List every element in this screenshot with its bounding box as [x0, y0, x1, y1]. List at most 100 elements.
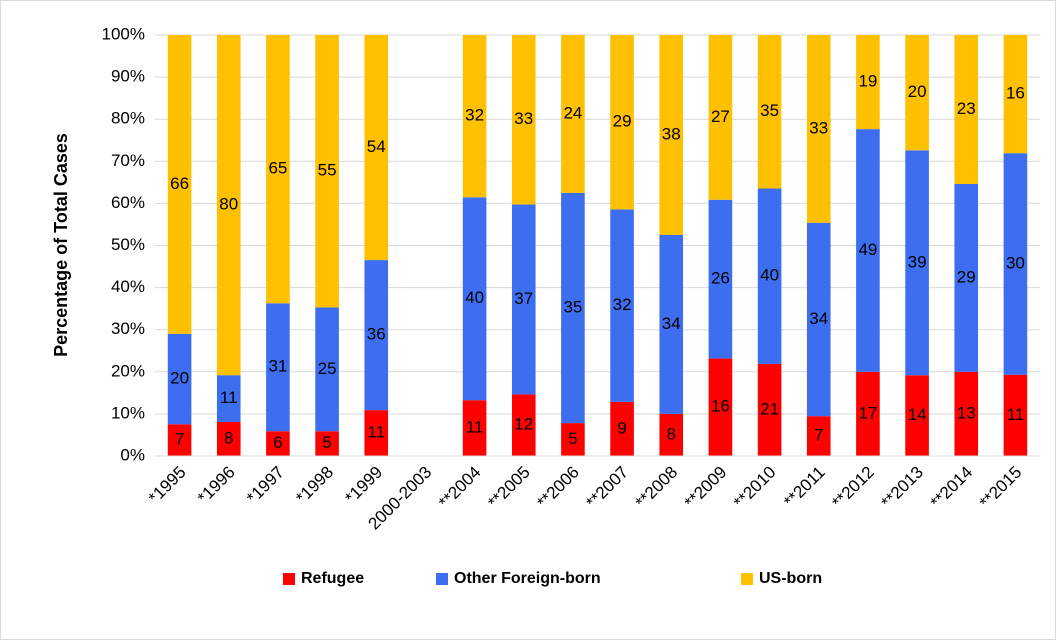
- bar-segment: [856, 129, 880, 372]
- y-tick-label: 40%: [111, 277, 145, 296]
- bar-segment: [511, 394, 536, 456]
- legend-swatch: [741, 573, 753, 585]
- legend-swatch: [283, 573, 295, 585]
- data-label: 23: [957, 99, 976, 118]
- data-label: 21: [760, 399, 779, 418]
- data-label: 66: [170, 174, 189, 193]
- bar-segment: [856, 371, 880, 456]
- data-label: 30: [1006, 253, 1025, 272]
- data-label: 11: [367, 423, 385, 442]
- bar-segment: [708, 199, 733, 359]
- y-tick-label: 50%: [111, 235, 145, 254]
- data-label: 25: [318, 359, 337, 378]
- bar-segment: [511, 35, 536, 205]
- bar-segment: [905, 150, 929, 376]
- data-label: 16: [1006, 84, 1025, 103]
- data-label: 31: [268, 357, 287, 376]
- data-label: 24: [563, 103, 582, 122]
- data-label: 33: [809, 118, 828, 137]
- y-tick-label: 20%: [111, 361, 145, 380]
- data-label: 32: [465, 106, 484, 125]
- data-label: 35: [760, 101, 779, 120]
- bar-segment: [757, 363, 782, 456]
- data-label: 29: [613, 112, 632, 131]
- bar-segment: [610, 35, 634, 210]
- y-tick-label: 60%: [111, 193, 145, 212]
- legend-label: Refugee: [301, 570, 364, 587]
- data-label: 11: [1007, 405, 1025, 424]
- data-label: 38: [662, 124, 681, 143]
- data-label: 32: [613, 295, 632, 314]
- bar-segment: [561, 35, 585, 193]
- data-label: 12: [514, 415, 533, 434]
- bar-segment: [659, 35, 684, 235]
- data-label: 39: [908, 252, 927, 271]
- legend-label: Other Foreign-born: [454, 570, 601, 587]
- data-label: 49: [858, 240, 877, 259]
- bar-segment: [364, 410, 389, 456]
- y-tick-label: 30%: [111, 319, 145, 338]
- data-label: 19: [858, 72, 877, 91]
- y-axis-title: Percentage of Total Cases: [51, 133, 71, 357]
- bar-segment: [954, 183, 979, 372]
- bar-segment: [806, 416, 831, 456]
- data-label: 29: [957, 267, 976, 286]
- bar-segment: [708, 358, 733, 456]
- data-label: 17: [858, 403, 877, 422]
- data-label: 6: [273, 433, 282, 452]
- bar-segment: [954, 35, 979, 184]
- bar-segment: [266, 303, 290, 432]
- data-label: 36: [367, 325, 386, 344]
- data-label: 80: [219, 195, 238, 214]
- data-label: 9: [617, 418, 626, 437]
- bar-segment: [954, 371, 979, 456]
- bar-segment: [315, 431, 339, 456]
- data-label: 65: [268, 159, 287, 178]
- bar-segment: [856, 35, 880, 130]
- y-tick-label: 70%: [111, 151, 145, 170]
- bar-segment: [216, 375, 241, 422]
- data-label: 11: [466, 418, 484, 437]
- bar-segment: [1003, 153, 1028, 375]
- legend-swatch: [436, 573, 448, 585]
- data-label: 14: [908, 405, 927, 424]
- bar-segment: [266, 431, 290, 456]
- data-label: 8: [667, 424, 676, 443]
- data-label: 5: [568, 429, 577, 448]
- bar-segment: [708, 35, 733, 200]
- bar-segment: [806, 222, 831, 417]
- y-tick-label: 10%: [111, 403, 145, 422]
- data-label: 54: [367, 137, 386, 156]
- data-label: 40: [465, 288, 484, 307]
- data-label: 35: [563, 297, 582, 316]
- y-tick-label: 80%: [111, 109, 145, 128]
- bar-segment: [806, 35, 831, 223]
- data-label: 20: [908, 82, 927, 101]
- data-label: 7: [175, 430, 184, 449]
- bar-segment: [462, 35, 487, 198]
- data-label: 16: [711, 397, 730, 416]
- bar-segment: [266, 35, 290, 304]
- data-label: 8: [224, 428, 233, 447]
- data-label: 55: [318, 161, 337, 180]
- bar-segment: [462, 400, 487, 456]
- data-label: 37: [514, 289, 533, 308]
- y-tick-label: 90%: [111, 67, 145, 86]
- data-label: 20: [170, 369, 189, 388]
- bar-segment: [364, 260, 389, 411]
- data-label: 27: [711, 107, 730, 126]
- bar-segment: [905, 35, 929, 151]
- bar-segment: [659, 234, 684, 414]
- bar-segment: [167, 35, 192, 334]
- data-label: 34: [809, 309, 828, 328]
- bar-segment: [610, 401, 634, 456]
- bar-segment: [315, 307, 339, 432]
- bar-segment: [511, 204, 536, 395]
- bar-segment: [610, 209, 634, 402]
- bar-segment: [659, 413, 684, 456]
- y-tick-label: 0%: [120, 445, 145, 464]
- bar-segment: [757, 188, 782, 364]
- bar-segment: [1003, 35, 1028, 154]
- bar-segment: [167, 333, 192, 425]
